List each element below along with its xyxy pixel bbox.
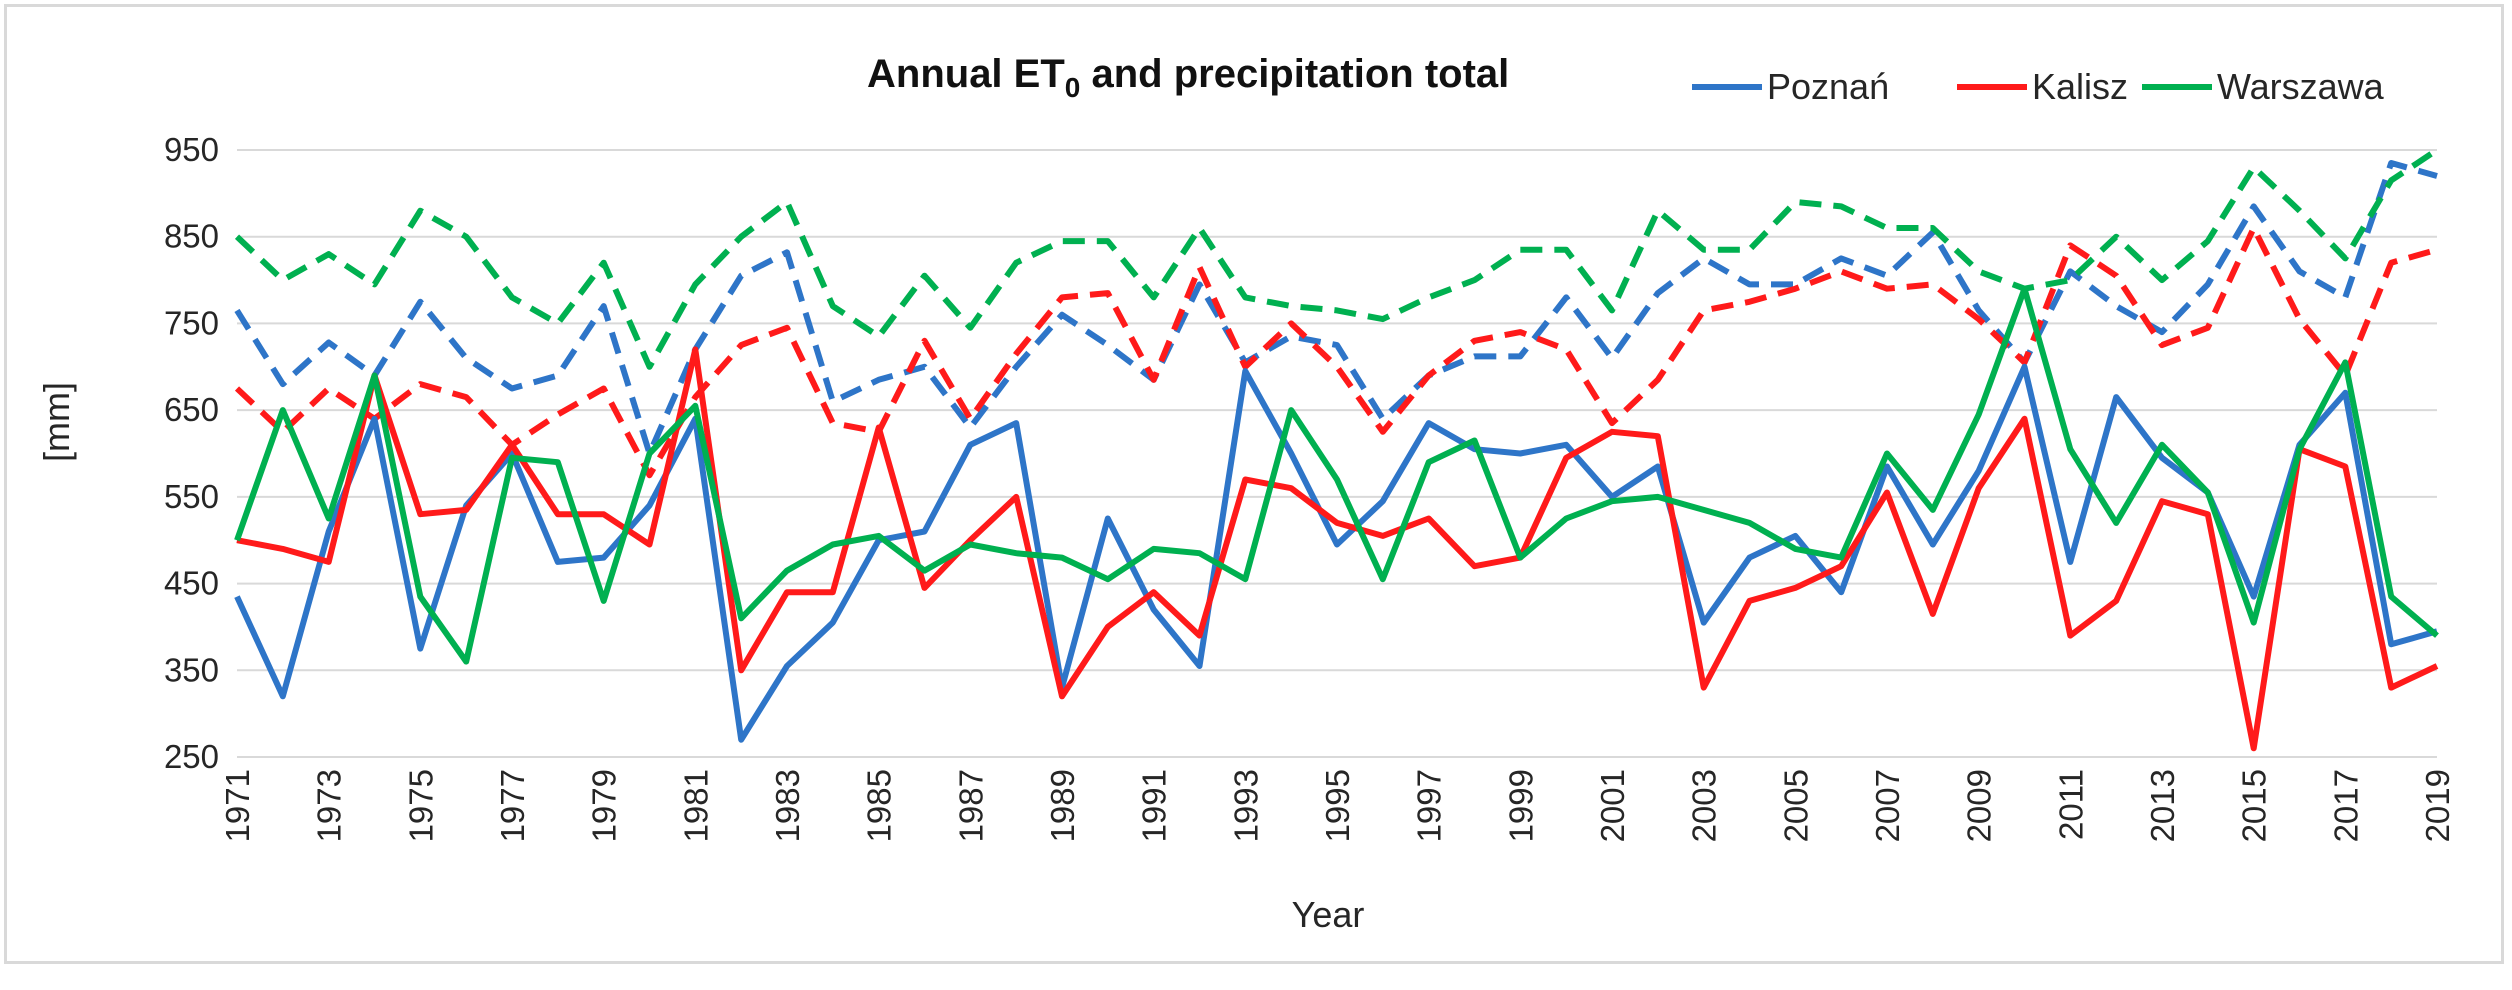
x-tick-label: 1985 [861, 769, 898, 842]
x-tick-label: 2015 [2236, 769, 2273, 842]
y-tick-label: 350 [164, 651, 219, 688]
y-tick-label: 650 [164, 391, 219, 428]
gridlines [237, 149, 2437, 758]
x-tick-label: 1971 [219, 769, 256, 842]
legend-label-kalisz: Kalisz [2032, 66, 2128, 107]
x-tick-label: 2009 [1961, 769, 1998, 842]
x-tick-label: 1995 [1319, 769, 1356, 842]
x-tick-label: 2019 [2419, 769, 2456, 842]
series-layer [234, 147, 2439, 752]
y-axis-title: [mm] [36, 382, 77, 462]
chart-title-main: Annual ET [867, 52, 1065, 96]
x-tick-label: 1981 [677, 769, 714, 842]
series-line-kalisz-et0 [234, 225, 2438, 479]
x-tick-label: 1983 [769, 769, 806, 842]
x-axis-ticks: 1971 1973 1975 1977 1979 1981 1983 1985 1987 1989… [219, 769, 2456, 842]
x-tick-label: 1979 [586, 769, 623, 842]
y-tick-label: 250 [164, 738, 219, 775]
x-tick-label: 1987 [952, 769, 989, 842]
x-tick-label: 2013 [2144, 769, 2181, 842]
y-tick-label: 750 [164, 304, 219, 341]
y-tick-label: 450 [164, 565, 219, 602]
x-tick-label: 2001 [1594, 769, 1631, 842]
x-tick-label: 2007 [1869, 769, 1906, 842]
chart-title-suffix: and precipitation total [1080, 52, 1509, 96]
x-tick-label: 2003 [1686, 769, 1723, 842]
y-tick-label: 850 [164, 218, 219, 255]
series-line-warszawa-et0 [234, 147, 2439, 370]
y-axis-ticks: 250 350 450 550 650 750 850 950 [164, 131, 219, 775]
x-tick-label: 1999 [1502, 769, 1539, 842]
y-tick-label: 550 [164, 478, 219, 515]
x-tick-label: 1973 [311, 769, 348, 842]
x-tick-label: 2017 [2327, 769, 2364, 842]
y-tick-label: 950 [164, 131, 219, 168]
x-tick-label: 1977 [494, 769, 531, 842]
series-line-poznan-precipitation [234, 363, 2438, 743]
series-line-kalisz-precipitation [236, 346, 2439, 752]
chart-title: Annual ET0 and precipitation total [867, 52, 1509, 103]
x-tick-label: 1989 [1044, 769, 1081, 842]
series-line-poznan-et0 [234, 160, 2438, 457]
legend: Poznań Kalisz Warszawa [1692, 66, 2385, 107]
x-tick-label: 2005 [1777, 769, 1814, 842]
legend-label-warszawa: Warszawa [2217, 66, 2385, 107]
x-tick-label: 1997 [1411, 769, 1448, 842]
x-tick-label: 1991 [1136, 769, 1173, 842]
series-line-warszawa-precipitation [234, 285, 2439, 665]
x-tick-label: 1993 [1227, 769, 1264, 842]
x-tick-label: 2011 [2052, 769, 2089, 840]
legend-label-poznan: Poznań [1767, 66, 1889, 107]
chart-frame: 250 350 450 550 650 750 850 950 1971 1973 1975 197… [4, 4, 2504, 964]
chart-title-subscript: 0 [1065, 72, 1081, 103]
x-axis-title: Year [1292, 894, 1365, 935]
x-tick-label: 1975 [402, 769, 439, 842]
